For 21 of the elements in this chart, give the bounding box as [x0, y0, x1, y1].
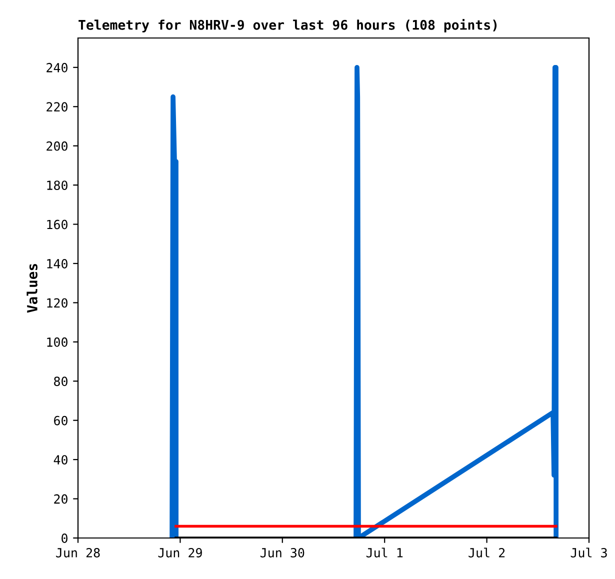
y-tick-label: 20	[54, 494, 68, 504]
x-tick-label: Jun 28	[56, 548, 100, 558]
y-tick-label: 120	[47, 298, 68, 308]
y-tick-label: 160	[47, 220, 68, 230]
y-axis-title: Values	[26, 264, 38, 313]
y-tick-label: 180	[47, 180, 68, 190]
y-tick-label: 0	[62, 534, 68, 543]
x-tick-label: Jun 29	[158, 548, 202, 558]
x-tick-label: Jul 2	[468, 548, 505, 558]
y-tick-label: 40	[54, 455, 68, 465]
y-tick-label: 240	[46, 62, 68, 72]
y-tick-label: 60	[54, 416, 68, 426]
x-tick-label: Jul 1	[366, 548, 403, 558]
y-tick-label: 220	[46, 102, 68, 112]
y-tick-label: 100	[47, 337, 68, 347]
y-tick-label: 200	[46, 141, 68, 151]
x-tick-label: Jun 30	[260, 548, 304, 558]
y-tick-label: 80	[54, 376, 68, 386]
chart-title: Telemetry for N8HRV-9 over last 96 hours (108 points)	[78, 18, 497, 32]
x-tick-label: Jul 3	[570, 548, 607, 558]
y-tick-label: 140	[47, 258, 68, 268]
